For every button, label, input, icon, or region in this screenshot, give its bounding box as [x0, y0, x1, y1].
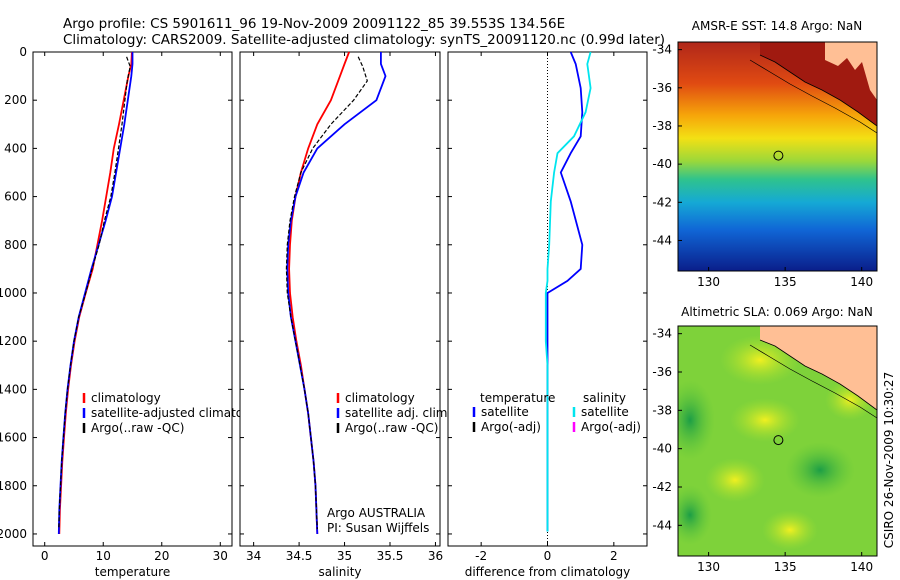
y-tick-label: 1000 [0, 286, 27, 300]
sla-blob [678, 485, 712, 545]
x-tick-label: 35 [337, 549, 352, 563]
map-y-tick-label: -42 [652, 195, 672, 209]
y-tick-label: 0 [19, 45, 27, 59]
x-axis-label: salinity [318, 565, 361, 579]
y-tick-label: 400 [4, 141, 27, 155]
sla-map [678, 326, 877, 556]
salinity-panel: 34 34.5 35 35.5 36 salinity climatologysatelli… [239, 51, 451, 579]
map-y-tick-label: -36 [652, 365, 672, 379]
axes-box [32, 51, 233, 547]
sla-map-axes: 130 135 140 -34 -36 -38 -40 -42 -44 [652, 327, 873, 574]
legend-label: Argo(..raw -QC) [345, 421, 438, 435]
map-y-tick-label: -38 [652, 119, 672, 133]
x-tick-label: 36 [428, 549, 443, 563]
legend-label: Argo(..raw -QC) [91, 421, 184, 435]
y-tick-label: 1800 [0, 479, 27, 493]
map-y-tick-label: -34 [652, 43, 672, 57]
csiro-timestamp: CSIRO 26-Nov-2009 10:30:27 [882, 372, 896, 548]
x-axis-label: temperature [95, 565, 170, 579]
y-tick-label: 2000 [0, 527, 27, 541]
y-tick-label: 1200 [0, 334, 27, 348]
sla-blob [730, 398, 800, 442]
x-tick-label: 35.5 [377, 549, 404, 563]
sst-coastline [759, 54, 877, 127]
map-x-tick-label: 140 [850, 275, 873, 289]
legend-label: Argo(-adj) [581, 420, 641, 434]
sla-profile-marker [773, 435, 784, 446]
map-y-tick-label: -36 [652, 81, 672, 95]
map-y-tick-label: -42 [652, 480, 672, 494]
legend-label: satellite [581, 405, 629, 419]
map-y-tick-label: -44 [652, 233, 672, 247]
x-tick-label: 0 [41, 549, 49, 563]
x-tick-label: 0 [544, 549, 552, 563]
sst-land-beige [825, 42, 877, 100]
axes-box [239, 51, 441, 547]
x-tick-label: 34 [246, 549, 261, 563]
series-line-salinity-satellite [544, 51, 592, 532]
x-axis-label: difference from climatology [465, 565, 631, 579]
y-tick-label: 1400 [0, 382, 27, 396]
sla-map-frame [677, 325, 878, 557]
sla-blob [785, 442, 855, 498]
y-tick-label: 800 [4, 238, 27, 252]
legend-label: satellite-adjusted climatology [91, 406, 269, 420]
sla-blob [678, 380, 715, 460]
float-annotation: Argo AUSTRALIA [327, 506, 426, 520]
map-x-tick-label: 130 [697, 560, 720, 574]
x-tick-label: 34.5 [286, 549, 313, 563]
y-tick-label: 1600 [0, 431, 27, 445]
map-x-tick-label: 140 [850, 560, 873, 574]
x-tick-label: -2 [475, 549, 487, 563]
map-y-tick-label: -34 [652, 327, 672, 341]
sla-coastline [759, 339, 877, 411]
sst-map-axes: 130 135 140 -34 -36 -38 -40 -42 -44 [652, 43, 873, 289]
map-x-tick-label: 135 [774, 560, 797, 574]
sla-shelf [749, 344, 877, 419]
x-tick-label: 10 [96, 549, 111, 563]
legend-label: satellite [481, 405, 529, 419]
legend-title-temperature: temperature [480, 391, 555, 405]
map-y-tick-label: -40 [652, 157, 672, 171]
map-y-tick-label: -38 [652, 403, 672, 417]
y-tick-label: 600 [4, 190, 27, 204]
legend-label: Argo(-adj) [481, 420, 541, 434]
sst-profile-marker [773, 150, 784, 161]
sst-map-frame [677, 41, 878, 272]
x-tick-label: 30 [213, 549, 228, 563]
map-x-tick-label: 130 [697, 275, 720, 289]
x-tick-label: 20 [154, 549, 169, 563]
x-tick-label: 2 [610, 549, 618, 563]
map-y-tick-label: -44 [652, 518, 672, 532]
sst-map-title: AMSR-E SST: 14.8 Argo: NaN [692, 19, 862, 33]
figure-title-line1: Argo profile: CS 5901611_96 19-Nov-2009 … [63, 16, 565, 32]
y-tick-label: 200 [4, 93, 27, 107]
legend-label: satellite adj. clim. [345, 406, 451, 420]
difference-panel: -2 0 2 difference from climatology temperatu… [447, 51, 648, 579]
sla-blob [762, 510, 818, 550]
series-line-argo-raw-qc- [285, 56, 368, 530]
legend-label: climatology [345, 391, 415, 405]
sla-blob [705, 458, 765, 502]
figure-title-line2: Climatology: CARS2009. Satellite-adjuste… [63, 32, 665, 48]
legend-title-salinity: salinity [583, 391, 626, 405]
sst-map [678, 42, 877, 271]
temperature-panel: 0 10 20 30 temperature 0 200 400 600 800 1000 1200 1… [0, 45, 269, 579]
map-y-tick-label: -40 [652, 442, 672, 456]
series-line-argo-raw-qc- [58, 56, 131, 530]
pi-annotation: PI: Susan Wijffels [327, 521, 429, 535]
legend-label: climatology [91, 391, 161, 405]
sla-map-title: Altimetric SLA: 0.069 Argo: NaN [681, 305, 873, 319]
sst-shelf [749, 59, 877, 134]
map-x-tick-label: 135 [774, 275, 797, 289]
